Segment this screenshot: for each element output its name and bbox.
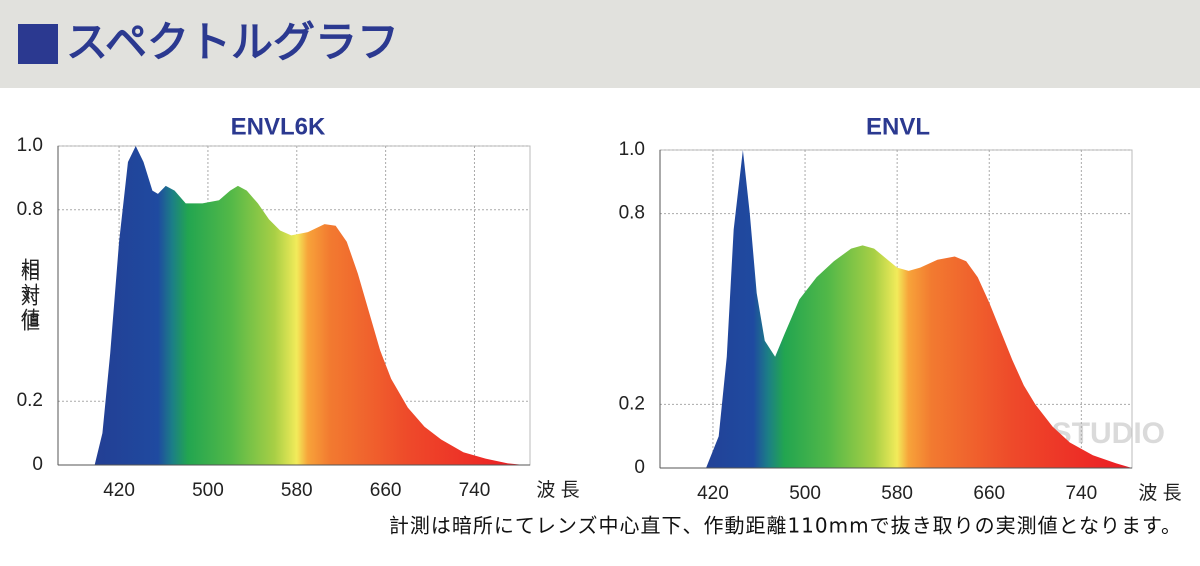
spectrum-area xyxy=(94,146,525,465)
chart-title: ENVL6K xyxy=(231,113,326,140)
y-tick-label: 0 xyxy=(634,457,645,478)
footnote: 計測は暗所にてレンズ中心直下、作動距離110mmで抜き取りの実測値となります。 xyxy=(389,514,1182,538)
x-tick-label: 420 xyxy=(697,483,729,504)
header-title: スペクトルグラフ xyxy=(66,18,399,67)
x-tick-label: 660 xyxy=(973,483,1005,504)
y-tick-label: 0.2 xyxy=(17,390,43,411)
y-tick-label: 0.2 xyxy=(619,393,645,414)
x-tick-label: 580 xyxy=(281,480,313,501)
y-axis-label: 相対値 xyxy=(18,258,40,333)
y-axis-label: 相対値 xyxy=(18,262,40,337)
y-tick-label: 0 xyxy=(32,454,43,475)
chart-title: ENVL xyxy=(866,113,930,140)
x-tick-label: 660 xyxy=(370,480,402,501)
x-tick-label: 420 xyxy=(103,480,135,501)
y-tick-label: 1.0 xyxy=(619,139,645,160)
header-icon xyxy=(18,24,58,64)
x-tick-label: 500 xyxy=(192,480,224,501)
spectrum-area xyxy=(706,150,1132,468)
y-tick-label: 0.8 xyxy=(619,203,645,224)
x-axis-label: 波 長 xyxy=(1138,482,1181,504)
y-tick-label: 0.8 xyxy=(17,199,43,220)
header-band xyxy=(0,0,1200,88)
x-tick-label: 740 xyxy=(1065,483,1097,504)
x-tick-label: 500 xyxy=(789,483,821,504)
x-tick-label: 740 xyxy=(459,480,491,501)
y-tick-label: 1.0 xyxy=(17,135,43,156)
x-tick-label: 580 xyxy=(881,483,913,504)
x-axis-label: 波 長 xyxy=(536,479,579,501)
